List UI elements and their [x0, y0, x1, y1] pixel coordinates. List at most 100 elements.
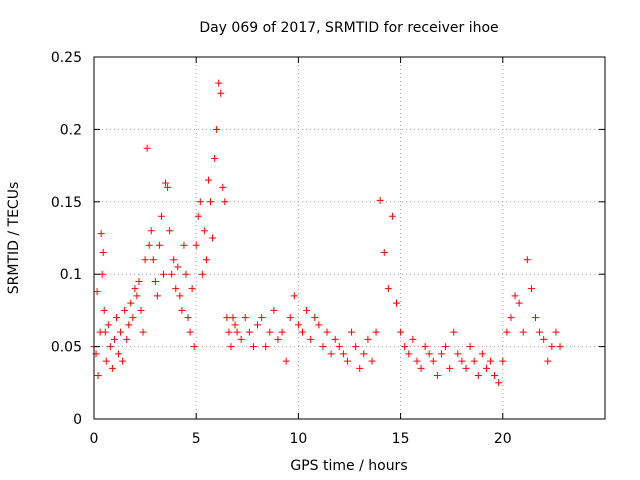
data-point: [303, 306, 311, 314]
data-point: [121, 306, 129, 314]
data-point: [450, 328, 458, 336]
data-point: [339, 350, 347, 358]
data-point: [393, 299, 401, 307]
data-point: [282, 357, 290, 365]
data-point: [192, 241, 200, 249]
data-point: [231, 321, 239, 329]
data-point: [413, 357, 421, 365]
data-point: [556, 343, 564, 351]
data-point: [388, 212, 396, 220]
data-point: [176, 292, 184, 300]
data-point: [532, 314, 540, 322]
data-point: [135, 277, 143, 285]
data-point: [155, 241, 163, 249]
data-point: [217, 89, 225, 97]
data-point: [223, 314, 231, 322]
data-point: [294, 321, 302, 329]
y-tick-label: 0.05: [51, 340, 82, 356]
data-point: [99, 248, 107, 256]
data-point: [106, 343, 114, 351]
data-point: [207, 198, 215, 206]
data-point: [348, 328, 356, 336]
data-point: [133, 292, 141, 300]
y-tick-label: 0.25: [51, 50, 82, 66]
data-point: [499, 357, 507, 365]
data-point: [112, 314, 120, 322]
x-tick-label: 10: [289, 431, 307, 447]
data-point: [245, 328, 253, 336]
data-point: [104, 321, 112, 329]
data-point: [409, 335, 417, 343]
y-axis-ticks: 0 0.05 0.1 0.15 0.2 0.25: [51, 50, 605, 428]
data-point: [515, 299, 523, 307]
data-point: [188, 285, 196, 293]
data-point: [159, 270, 167, 278]
x-tick-label: 5: [192, 431, 201, 447]
data-point: [200, 227, 208, 235]
data-point: [425, 350, 433, 358]
data-point: [278, 328, 286, 336]
data-point: [102, 357, 110, 365]
y-tick-label: 0: [73, 412, 82, 428]
data-point: [478, 350, 486, 358]
data-point: [417, 364, 425, 372]
data-point: [527, 285, 535, 293]
data-point: [194, 212, 202, 220]
data-point: [405, 350, 413, 358]
data-point: [101, 328, 109, 336]
data-point: [466, 343, 474, 351]
data-point: [298, 328, 306, 336]
data-point: [401, 343, 409, 351]
data-point: [249, 343, 257, 351]
data-point: [429, 357, 437, 365]
data-point: [166, 227, 174, 235]
data-point: [115, 350, 123, 358]
data-point: [229, 314, 237, 322]
data-point: [368, 357, 376, 365]
data-point: [110, 335, 118, 343]
data-point: [123, 335, 131, 343]
data-point: [315, 321, 323, 329]
data-point: [286, 314, 294, 322]
data-point: [511, 292, 519, 300]
y-tick-label: 0.2: [60, 122, 82, 138]
data-point: [127, 299, 135, 307]
y-tick-label: 0.15: [51, 195, 82, 211]
data-point: [454, 350, 462, 358]
data-point: [209, 234, 217, 242]
data-point: [544, 357, 552, 365]
data-point: [162, 179, 170, 187]
data-point: [237, 335, 245, 343]
data-point: [372, 328, 380, 336]
data-point: [397, 328, 405, 336]
data-point: [137, 306, 145, 314]
data-point: [421, 343, 429, 351]
y-tick-label: 0.1: [60, 267, 82, 283]
data-point: [327, 350, 335, 358]
data-point: [290, 292, 298, 300]
data-point: [125, 321, 133, 329]
data-point: [221, 198, 229, 206]
data-point: [384, 285, 392, 293]
data-point: [446, 364, 454, 372]
data-point: [552, 328, 560, 336]
data-point: [376, 196, 384, 204]
data-point: [94, 372, 102, 380]
data-point: [117, 328, 125, 336]
data-point: [356, 364, 364, 372]
data-point: [270, 306, 278, 314]
data-point: [241, 314, 249, 322]
x-axis-ticks: 0 5 10 15 20: [90, 57, 512, 447]
data-point: [433, 372, 441, 380]
data-point: [462, 364, 470, 372]
data-point: [178, 306, 186, 314]
data-point: [233, 328, 241, 336]
plot-frame: [93, 56, 606, 420]
data-point: [182, 270, 190, 278]
data-point: [172, 285, 180, 293]
data-point: [437, 350, 445, 358]
data-point: [491, 372, 499, 380]
data-point: [168, 270, 176, 278]
data-point: [335, 343, 343, 351]
